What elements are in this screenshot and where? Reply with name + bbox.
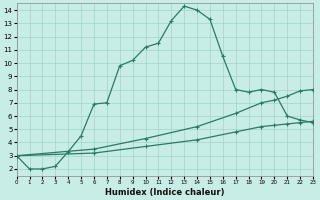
X-axis label: Humidex (Indice chaleur): Humidex (Indice chaleur) [105, 188, 225, 197]
